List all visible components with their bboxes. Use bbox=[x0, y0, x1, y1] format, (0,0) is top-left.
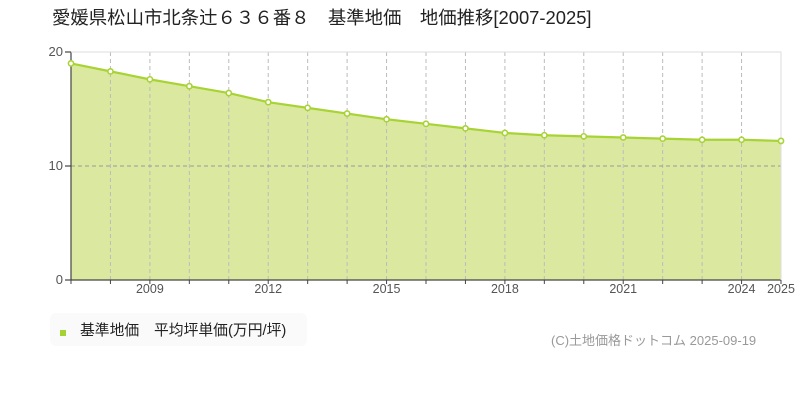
svg-text:2024: 2024 bbox=[728, 282, 756, 296]
svg-text:2021: 2021 bbox=[609, 282, 637, 296]
svg-text:2025: 2025 bbox=[767, 282, 795, 296]
svg-text:2009: 2009 bbox=[136, 282, 164, 296]
svg-text:2015: 2015 bbox=[373, 282, 401, 296]
svg-text:20: 20 bbox=[49, 44, 63, 59]
svg-text:2012: 2012 bbox=[254, 282, 282, 296]
svg-text:2018: 2018 bbox=[491, 282, 519, 296]
svg-text:10: 10 bbox=[49, 158, 63, 173]
svg-text:0: 0 bbox=[56, 272, 63, 287]
